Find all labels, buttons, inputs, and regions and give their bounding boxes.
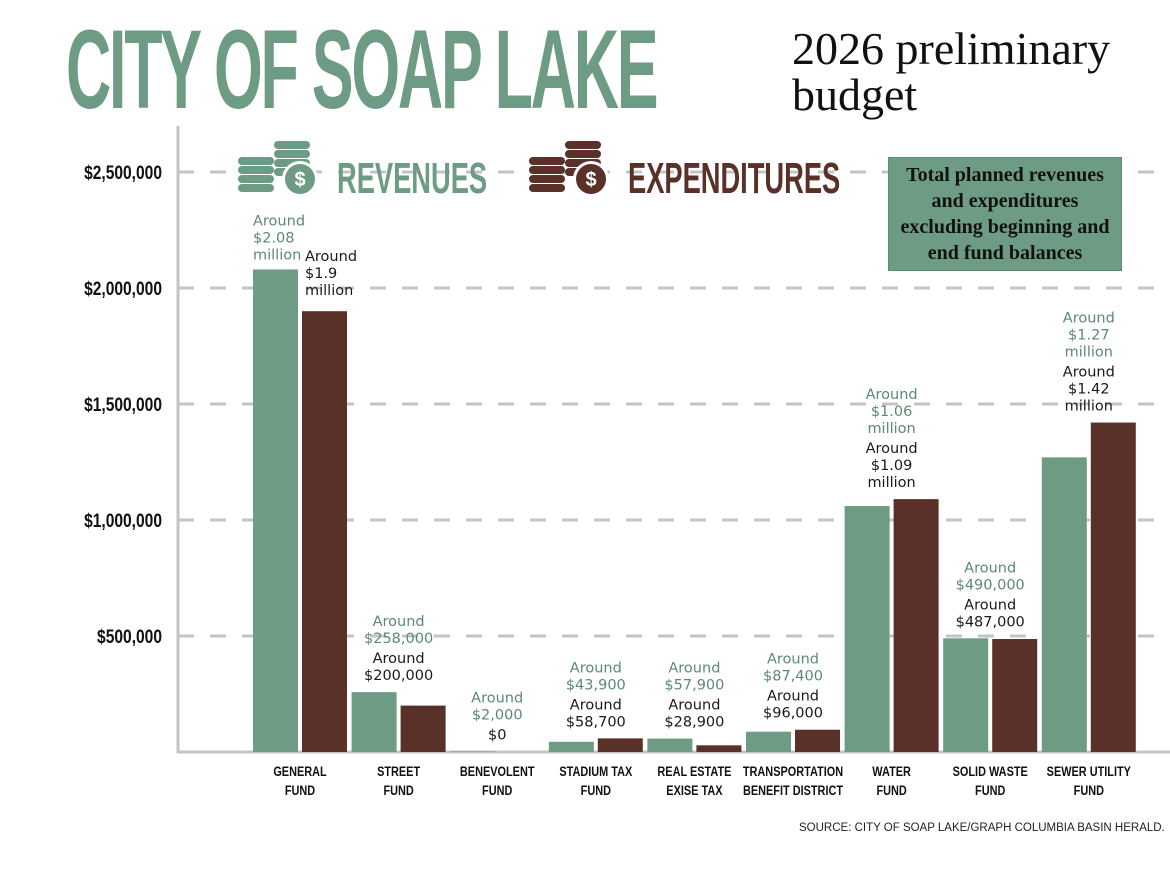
bar-expenditures <box>400 705 446 752</box>
y-tick-label: $2,500,000 <box>84 162 162 184</box>
note-box: Total planned revenues and expenditures … <box>888 157 1122 271</box>
dollar-sign: $ <box>294 169 305 191</box>
bar-revenues <box>351 692 397 752</box>
label-expenditures: $0 <box>488 728 506 744</box>
coin <box>238 157 274 165</box>
label-expenditures: Around $1.09 million <box>866 441 918 491</box>
dollar-sign: $ <box>585 169 596 191</box>
label-revenues: Around $2,000 <box>471 691 523 724</box>
expenditures-coin-icon: $ <box>529 141 609 197</box>
bar-revenues <box>1041 457 1087 752</box>
bar-expenditures <box>597 738 643 752</box>
label-revenues: Around $87,400 <box>763 652 823 685</box>
category-label: SOLID WASTE FUND <box>953 764 1028 799</box>
coin <box>565 150 601 158</box>
legend-icons: $ $ <box>238 141 609 197</box>
y-tick-label: $1,000,000 <box>84 510 162 532</box>
bar-expenditures <box>302 311 347 752</box>
bar-revenues <box>647 738 693 752</box>
revenues-coin-icon: $ <box>238 141 318 197</box>
legend-revenues-label: REVENUES <box>337 154 488 203</box>
dollar-coin <box>576 164 606 194</box>
label-revenues: Around $258,000 <box>364 614 433 647</box>
page-subtitle: 2026 preliminary budget <box>792 23 1111 120</box>
label-expenditures: Around $1.9 million <box>305 249 357 299</box>
label-expenditures: Around $96,000 <box>763 689 823 722</box>
category-label: GENERAL FUND <box>273 764 327 799</box>
coin <box>529 184 565 192</box>
y-tick-label: $1,500,000 <box>84 394 162 416</box>
label-expenditures: Around $487,000 <box>956 597 1025 630</box>
y-tick-labels: $500,000 $1,000,000 $1,500,000 $2,000,000 $2… <box>84 162 162 648</box>
category-label: REAL ESTATE EXISE TAX <box>657 764 731 799</box>
category-label: STREET FUND <box>377 764 420 799</box>
label-revenues: Around $490,000 <box>956 560 1025 593</box>
coin <box>274 150 310 158</box>
bar-expenditures <box>696 745 742 752</box>
category-labels: GENERAL FUND STREET FUND BENEVOLENT FUND STADI… <box>273 764 1131 799</box>
label-revenues: Around $1.06 million <box>866 387 918 437</box>
coin <box>529 166 565 174</box>
bars <box>253 269 1136 752</box>
coin <box>274 141 310 149</box>
dollar-coin <box>285 164 315 194</box>
bar-revenues <box>844 506 890 752</box>
bar-revenues <box>943 638 989 752</box>
category-label: BENEVOLENT FUND <box>460 764 535 799</box>
bar-expenditures <box>795 729 840 752</box>
coin <box>529 157 565 165</box>
label-revenues: Around $2.08 million <box>253 213 305 263</box>
source-credit: SOURCE: CITY OF SOAP LAKE/GRAPH COLUMBIA… <box>799 822 1165 834</box>
page-title: CITY OF SOAP LAKE <box>66 7 659 132</box>
label-revenues: Around $1.27 million <box>1063 311 1115 361</box>
coin <box>529 175 565 183</box>
category-label: SEWER UTILITY FUND <box>1047 764 1132 799</box>
value-labels: Around $2.08 million Around $1.9 million Aroun… <box>253 213 1115 743</box>
category-label: STADIUM TAX FUND <box>559 764 632 799</box>
label-expenditures: Around $1.42 million <box>1063 365 1115 415</box>
label-expenditures: Around $58,700 <box>566 697 626 730</box>
y-tick-label: $500,000 <box>97 626 162 648</box>
coin <box>238 166 274 174</box>
y-tick-label: $2,000,000 <box>84 278 162 300</box>
bar-revenues <box>548 741 594 752</box>
bar-revenues <box>746 731 791 752</box>
bar-expenditures <box>893 499 939 752</box>
bar-revenues <box>253 269 298 752</box>
coin <box>238 175 274 183</box>
category-label: WATER FUND <box>872 764 911 799</box>
category-label: TRANSPORTATION BENEFIT DISTRICT <box>743 764 843 799</box>
coin <box>238 184 274 192</box>
label-revenues: Around $43,900 <box>566 660 626 693</box>
label-revenues: Around $57,900 <box>664 661 724 694</box>
label-expenditures: Around $28,900 <box>664 698 724 731</box>
legend-expenditures-label: EXPENDITURES <box>628 154 841 203</box>
bar-expenditures <box>992 639 1038 752</box>
bar-expenditures <box>1090 422 1136 752</box>
coin <box>565 141 601 149</box>
label-expenditures: Around $200,000 <box>364 651 433 684</box>
